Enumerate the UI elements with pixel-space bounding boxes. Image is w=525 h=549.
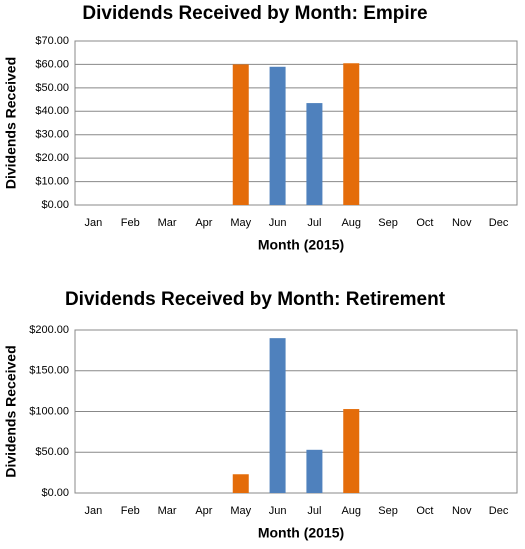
y-tick-label: $70.00 [35,35,69,47]
y-tick-label: $150.00 [29,365,69,377]
x-tick-label: Jan [85,505,103,517]
x-tick-label: Mar [158,505,177,517]
chart-title: Dividends Received by Month: Retirement [65,289,446,310]
y-tick-label: $50.00 [35,82,69,94]
x-tick-label: Jul [307,217,321,229]
x-tick-label: Oct [416,505,433,517]
y-tick-label: $100.00 [29,405,69,417]
x-tick-label: Jan [85,217,103,229]
x-tick-label: May [230,217,251,229]
x-axis-title: Month (2015) [258,525,344,541]
y-tick-label: $10.00 [35,175,69,187]
plot-frame [74,40,518,206]
x-tick-label: Nov [452,505,472,517]
y-tick-label: $200.00 [29,324,69,336]
y-tick-label: $0.00 [41,487,69,499]
x-axis-title: Month (2015) [258,237,344,253]
y-tick-label: $20.00 [35,152,69,164]
bar [306,449,323,493]
bar [269,338,286,493]
y-tick-label: $30.00 [35,129,69,141]
x-tick-label: Aug [341,505,361,517]
x-tick-label: Dec [489,217,509,229]
x-tick-label: Dec [489,505,509,517]
x-tick-label: Jul [307,505,321,517]
y-axis-title: Dividends Received [3,345,19,477]
bar [269,66,286,206]
x-tick-label: Feb [121,505,140,517]
x-tick-label: Aug [341,217,361,229]
x-tick-label: Jun [269,505,287,517]
x-tick-label: Apr [195,217,212,229]
x-tick-label: Jun [269,217,287,229]
y-tick-label: $40.00 [35,105,69,117]
x-tick-label: Feb [121,217,140,229]
x-tick-label: Sep [378,505,398,517]
bar [343,63,360,205]
x-tick-label: May [230,505,251,517]
x-tick-label: Apr [195,505,212,517]
y-axis-title: Dividends Received [3,57,19,189]
x-tick-label: Nov [452,217,472,229]
y-tick-label: $0.00 [41,199,69,211]
y-tick-label: $60.00 [35,58,69,70]
bar [232,64,249,205]
bar [306,103,323,205]
y-tick-label: $50.00 [35,446,69,458]
x-tick-label: Mar [158,217,177,229]
bar [343,409,360,493]
chart-title: Dividends Received by Month: Empire [82,3,427,24]
x-tick-label: Oct [416,217,433,229]
x-tick-label: Sep [378,217,398,229]
bar [232,474,249,493]
